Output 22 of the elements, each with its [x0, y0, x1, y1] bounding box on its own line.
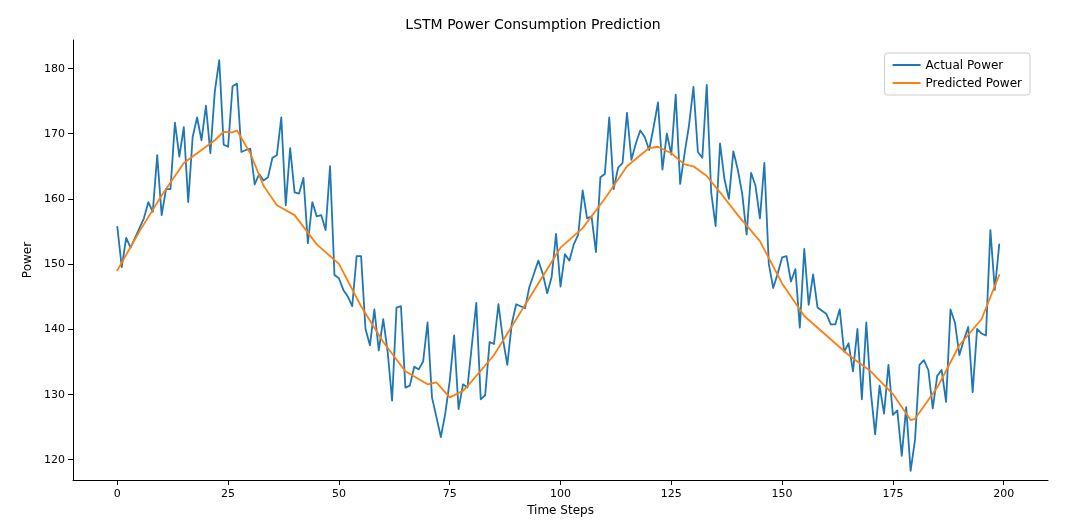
y-tick-label: 140 [44, 322, 65, 336]
chart-title: LSTM Power Consumption Prediction [405, 16, 661, 32]
line-series [116, 129, 1001, 422]
x-tick-label: 200 [993, 487, 1015, 500]
y-tick-label: 170 [44, 127, 65, 141]
y-tick-label: 180 [44, 62, 65, 76]
x-tick-label: 100 [550, 487, 571, 500]
y-tick-label: 130 [44, 387, 65, 401]
x-tick-label: 25 [221, 487, 236, 500]
y-tick-label: 150 [44, 257, 65, 271]
x-axis-title: Time Steps [526, 503, 594, 517]
x-tick-label: 125 [660, 487, 682, 500]
y-tick-label: 160 [44, 192, 65, 206]
legend-label: Predicted Power [925, 76, 1023, 90]
x-tick-label: 0 [113, 487, 121, 500]
y-tick-label: 120 [44, 452, 65, 466]
y-axis-title: Power [20, 241, 34, 279]
x-tick-label: 150 [771, 487, 793, 500]
legend-label: Actual Power [925, 58, 1004, 72]
x-tick-label: 50 [331, 487, 346, 500]
x-tick-label: 75 [442, 487, 457, 500]
x-tick-label: 175 [882, 487, 904, 500]
